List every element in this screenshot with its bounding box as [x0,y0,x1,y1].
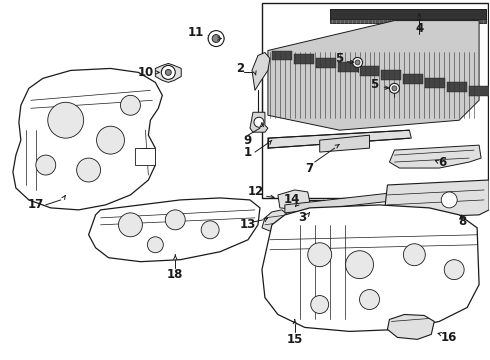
Text: 5: 5 [370,78,379,91]
Text: 13: 13 [240,218,256,231]
Circle shape [97,126,124,154]
Circle shape [311,296,329,314]
Circle shape [392,86,397,91]
Polygon shape [13,68,162,210]
Circle shape [212,35,220,42]
Circle shape [165,69,172,75]
Text: 7: 7 [306,162,314,175]
Text: 5: 5 [336,52,344,65]
Text: 10: 10 [137,66,153,79]
Text: 15: 15 [287,333,303,346]
Polygon shape [308,200,324,215]
Polygon shape [272,50,292,60]
Polygon shape [316,58,336,68]
Polygon shape [330,9,486,23]
Circle shape [119,213,143,237]
Circle shape [403,244,425,266]
Circle shape [355,60,360,65]
Polygon shape [89,198,260,262]
Text: 4: 4 [415,22,423,35]
Circle shape [308,243,332,267]
Polygon shape [262,210,288,232]
Polygon shape [252,53,270,90]
Text: 9: 9 [244,134,252,147]
Polygon shape [447,82,467,92]
Text: 8: 8 [458,215,466,228]
Polygon shape [135,148,155,165]
Circle shape [36,155,56,175]
Circle shape [208,31,224,46]
Polygon shape [360,67,379,76]
Circle shape [444,260,464,280]
Circle shape [76,158,100,182]
Text: 14: 14 [284,193,300,206]
Polygon shape [285,192,401,213]
Circle shape [201,221,219,239]
Polygon shape [294,54,314,64]
Polygon shape [278,190,310,210]
Text: 11: 11 [188,26,204,39]
Text: 17: 17 [28,198,44,211]
Circle shape [161,66,175,80]
Circle shape [147,237,163,253]
Text: 18: 18 [167,268,183,281]
Polygon shape [268,130,412,148]
Polygon shape [330,9,486,19]
Text: 6: 6 [438,156,446,168]
Circle shape [390,84,399,93]
Circle shape [441,192,457,208]
Circle shape [48,102,84,138]
Polygon shape [262,205,479,332]
Circle shape [360,289,379,310]
Polygon shape [268,21,479,130]
Polygon shape [382,71,401,80]
Polygon shape [155,63,181,82]
Polygon shape [390,145,481,168]
Polygon shape [388,315,434,339]
Polygon shape [319,135,369,152]
Text: 1: 1 [244,145,252,159]
Polygon shape [469,86,489,96]
Polygon shape [385,180,489,218]
Polygon shape [403,75,423,84]
Circle shape [121,95,141,115]
Circle shape [254,117,264,127]
Text: 2: 2 [236,62,244,75]
Polygon shape [250,112,268,132]
Text: 3: 3 [298,211,306,224]
Polygon shape [338,62,358,72]
Polygon shape [425,78,445,88]
Circle shape [353,58,363,67]
Circle shape [165,210,185,230]
Circle shape [345,251,373,279]
Text: 12: 12 [248,185,264,198]
Text: 16: 16 [441,331,457,344]
Bar [262,3,488,198]
